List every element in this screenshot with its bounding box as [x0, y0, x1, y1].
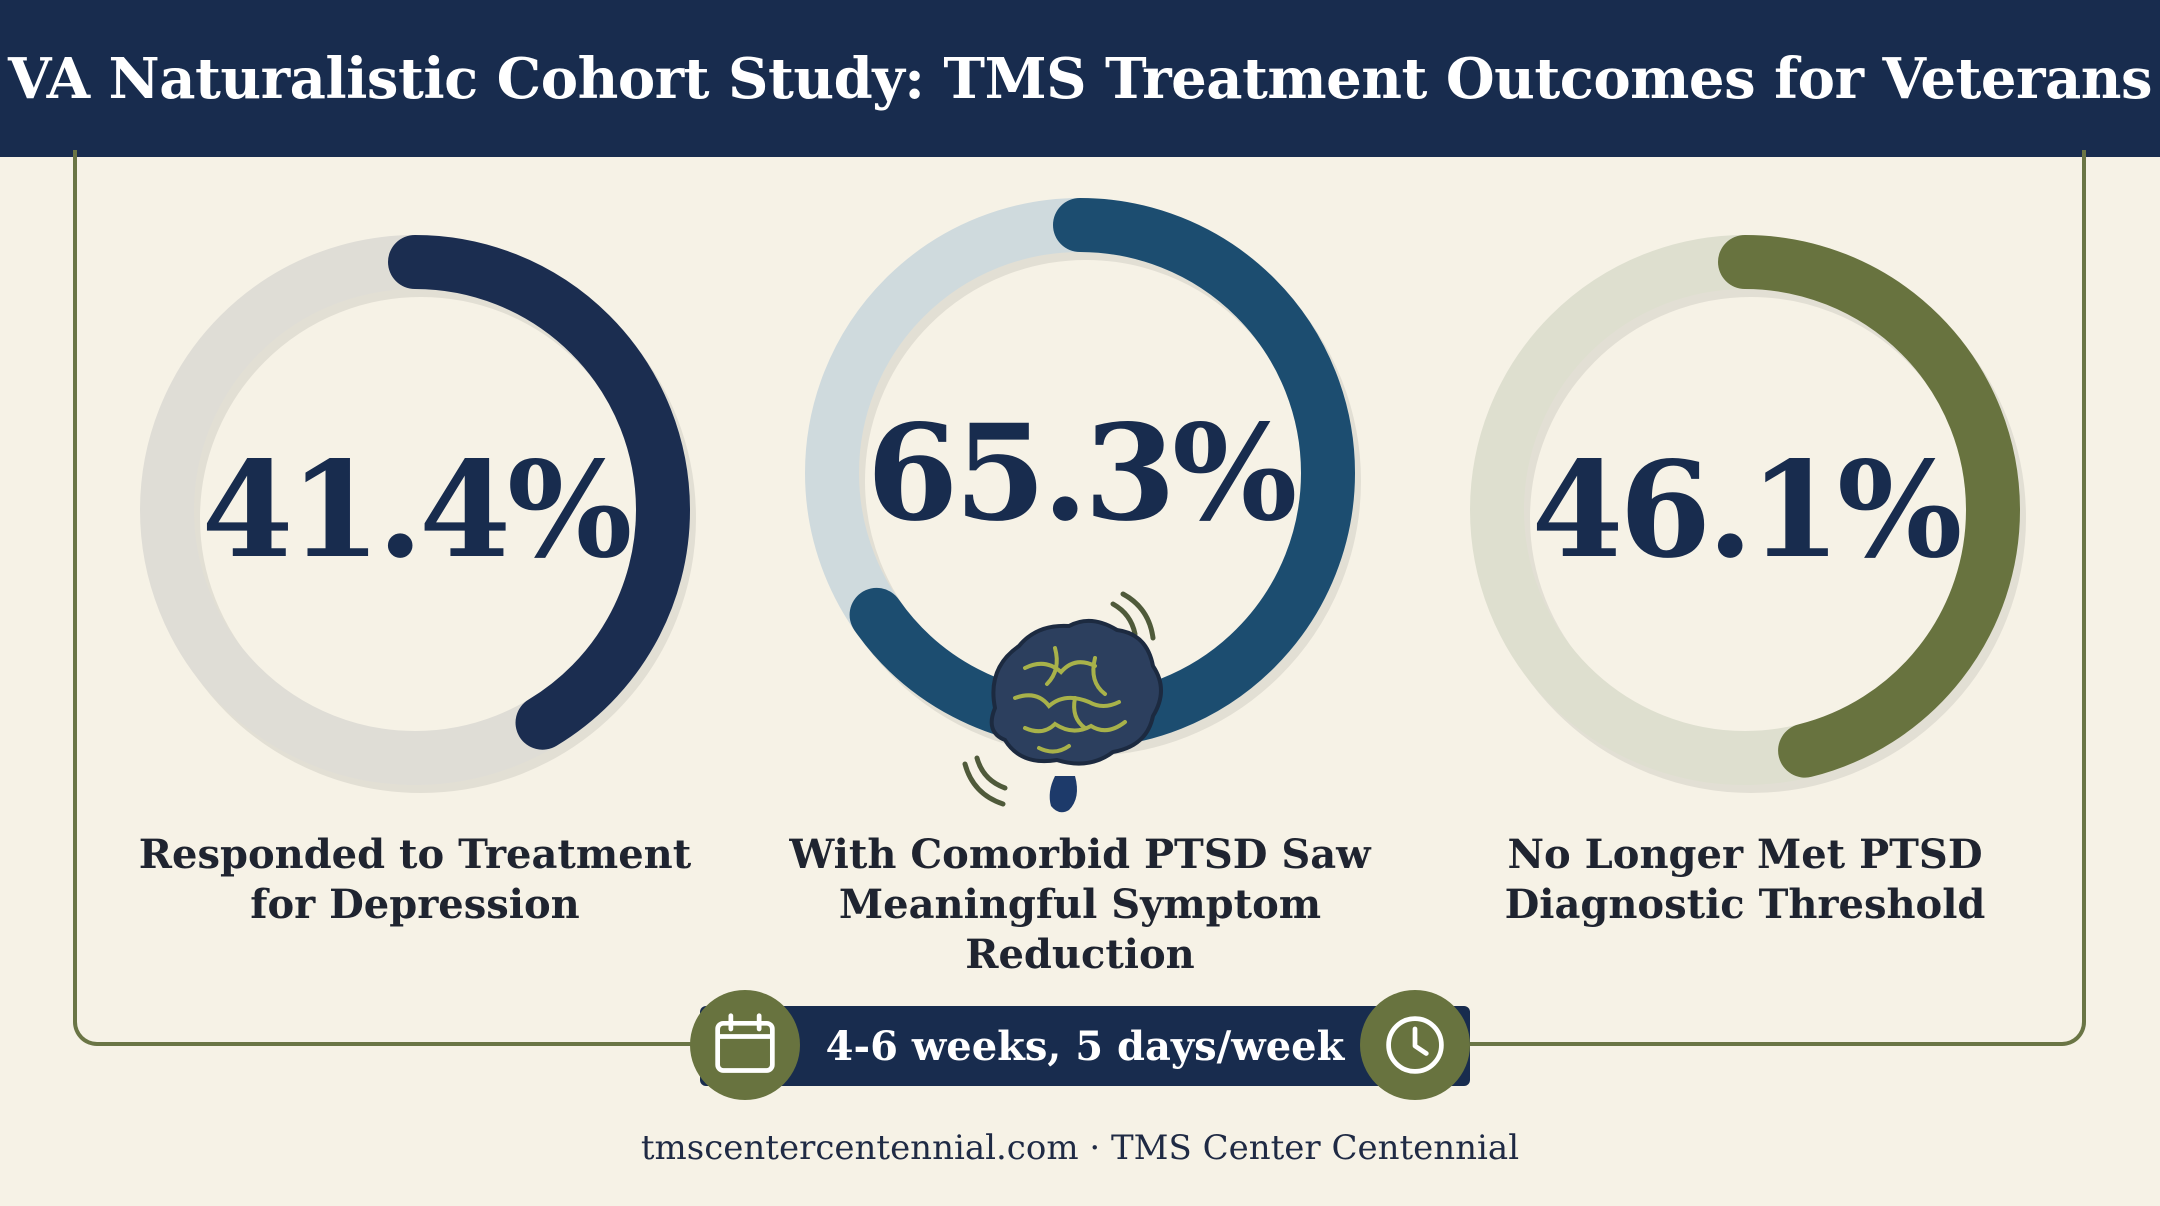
progress-ring: 46.1%: [1470, 235, 2026, 793]
stat-ptsd-threshold: 46.1% No Longer Met PTSD Diagnostic Thre…: [1445, 205, 2045, 1025]
header-banner: VA Naturalistic Cohort Study: TMS Treatm…: [0, 0, 2160, 157]
stat-label: With Comorbid PTSD Saw Meaningful Sympto…: [740, 830, 1420, 980]
clock-badge: [1360, 990, 1470, 1100]
stat-label-line2: for Depression: [250, 881, 580, 928]
page-title: VA Naturalistic Cohort Study: TMS Treatm…: [7, 45, 2153, 112]
stat-depression-response: 41.4% Responded to Treatment for Depress…: [115, 205, 715, 1025]
ring-progress: [1470, 235, 2020, 785]
schedule-text: 4-6 weeks, 5 days/week: [825, 1022, 1345, 1070]
ring-chart: [140, 235, 696, 793]
stat-value: 46.1%: [1531, 432, 1963, 588]
stat-label: No Longer Met PTSD Diagnostic Threshold: [1405, 830, 2085, 930]
footer-text: tmscentercentennial.com · TMS Center Cen…: [640, 1128, 1520, 1168]
ring-chart: [1470, 235, 2026, 793]
stat-label-line1: No Longer Met PTSD: [1507, 831, 1983, 878]
ring-progress: [140, 235, 690, 785]
progress-ring: 41.4%: [140, 235, 696, 793]
stat-label-line2: Meaningful Symptom Reduction: [838, 881, 1322, 978]
schedule-bar: 4-6 weeks, 5 days/week: [700, 1006, 1470, 1086]
stat-label: Responded to Treatment for Depression: [75, 830, 755, 930]
stat-label-line2: Diagnostic Threshold: [1504, 881, 1986, 928]
clock-icon: [1386, 1016, 1444, 1074]
stat-value: 41.4%: [201, 432, 633, 588]
stat-label-line1: With Comorbid PTSD Saw: [789, 831, 1371, 878]
brain-icon: [955, 588, 1195, 828]
stat-value: 65.3%: [866, 395, 1298, 551]
stat-label-line1: Responded to Treatment: [138, 831, 692, 878]
stat-ptsd-reduction: 65.3% With Comorbid PTSD Saw Meaningful …: [780, 168, 1380, 988]
calendar-icon: [715, 1013, 775, 1073]
calendar-badge: [690, 990, 800, 1100]
